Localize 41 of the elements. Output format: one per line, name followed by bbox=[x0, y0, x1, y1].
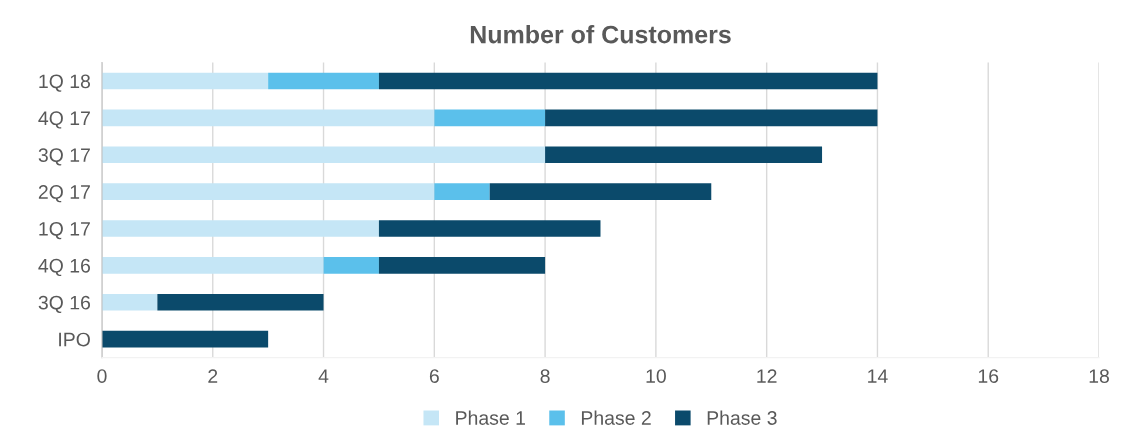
bar bbox=[101, 72, 269, 90]
y-tick-label: 4Q 17 bbox=[38, 111, 90, 129]
bar bbox=[434, 109, 546, 127]
x-tick-label: 2 bbox=[208, 369, 218, 383]
x-tick-label: 6 bbox=[429, 369, 439, 383]
chart-title: Number of Customers bbox=[470, 25, 731, 44]
y-tick-label: IPO bbox=[59, 332, 90, 347]
y-tick-label: 1Q 17 bbox=[39, 222, 90, 240]
legend-label: Phase 1 bbox=[456, 410, 525, 425]
bar bbox=[489, 183, 712, 200]
bar bbox=[101, 109, 435, 127]
bar bbox=[101, 257, 324, 274]
x-tick-label: 0 bbox=[97, 369, 107, 383]
bar bbox=[101, 146, 546, 164]
bar bbox=[378, 72, 878, 90]
x-tick-label: 16 bbox=[978, 369, 999, 383]
bar bbox=[545, 109, 878, 127]
bar bbox=[545, 146, 823, 164]
bar bbox=[323, 257, 379, 274]
y-tick-label: 3Q 16 bbox=[38, 295, 91, 313]
y-tick-label: 2Q 17 bbox=[38, 185, 90, 203]
x-tick-label: 14 bbox=[868, 369, 888, 383]
x-tick-label: 18 bbox=[1089, 369, 1109, 383]
y-tick-label: 3Q 17 bbox=[38, 148, 90, 166]
bar bbox=[101, 220, 379, 237]
bar bbox=[434, 183, 490, 200]
x-tick-label: 8 bbox=[540, 369, 550, 383]
x-tick-label: 4 bbox=[318, 369, 329, 383]
legend-label: Phase 3 bbox=[707, 410, 777, 425]
x-tick-label: 10 bbox=[646, 369, 666, 383]
bar bbox=[378, 257, 546, 274]
x-tick-label: 12 bbox=[757, 369, 777, 383]
y-tick-label: 4Q 16 bbox=[38, 258, 91, 277]
legend-label: Phase 2 bbox=[581, 410, 651, 425]
bar bbox=[101, 293, 158, 311]
bar bbox=[101, 183, 435, 200]
bar bbox=[378, 220, 601, 237]
bar bbox=[101, 330, 269, 348]
bar bbox=[157, 293, 324, 311]
y-tick-label: 1Q 18 bbox=[39, 74, 91, 92]
bar bbox=[268, 72, 379, 90]
